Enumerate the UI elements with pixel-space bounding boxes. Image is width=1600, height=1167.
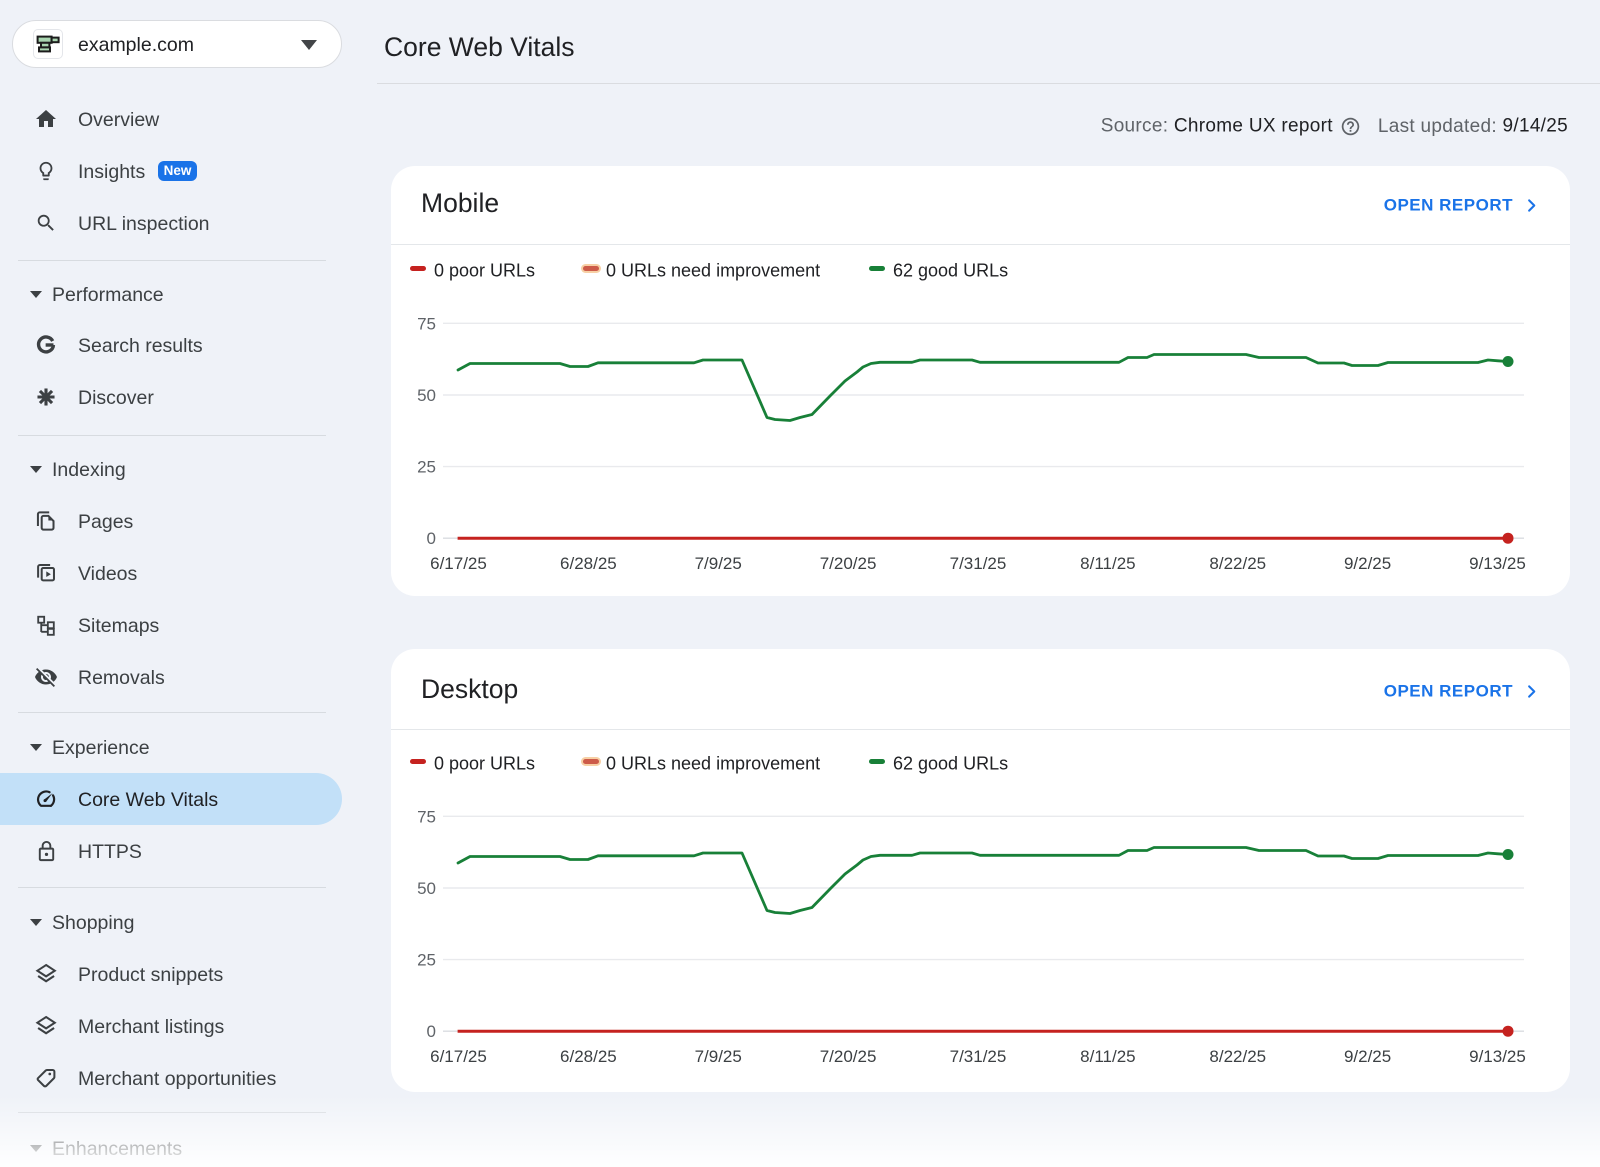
svg-text:9/13/25: 9/13/25 <box>1469 1047 1526 1066</box>
svg-text:8/22/25: 8/22/25 <box>1209 554 1266 573</box>
svg-text:7/20/25: 7/20/25 <box>820 554 877 573</box>
svg-text:9/13/25: 9/13/25 <box>1469 554 1526 573</box>
svg-text:75: 75 <box>417 807 436 826</box>
svg-text:8/11/25: 8/11/25 <box>1080 1047 1135 1066</box>
svg-text:50: 50 <box>417 879 436 898</box>
svg-text:50: 50 <box>417 386 436 405</box>
svg-text:0: 0 <box>427 1022 436 1041</box>
svg-text:6/28/25: 6/28/25 <box>560 1047 617 1066</box>
svg-text:25: 25 <box>417 458 436 477</box>
svg-text:6/17/25: 6/17/25 <box>430 554 487 573</box>
svg-text:8/11/25: 8/11/25 <box>1080 554 1135 573</box>
svg-text:75: 75 <box>417 314 436 333</box>
svg-text:7/31/25: 7/31/25 <box>950 554 1007 573</box>
svg-text:9/2/25: 9/2/25 <box>1344 1047 1391 1066</box>
svg-text:6/28/25: 6/28/25 <box>560 554 617 573</box>
svg-text:7/20/25: 7/20/25 <box>820 1047 877 1066</box>
svg-text:7/9/25: 7/9/25 <box>695 1047 742 1066</box>
svg-text:8/22/25: 8/22/25 <box>1209 1047 1266 1066</box>
svg-text:7/31/25: 7/31/25 <box>950 1047 1007 1066</box>
svg-text:25: 25 <box>417 951 436 970</box>
svg-text:9/2/25: 9/2/25 <box>1344 554 1391 573</box>
svg-text:0: 0 <box>427 529 436 548</box>
svg-text:7/9/25: 7/9/25 <box>695 554 742 573</box>
svg-text:6/17/25: 6/17/25 <box>430 1047 487 1066</box>
